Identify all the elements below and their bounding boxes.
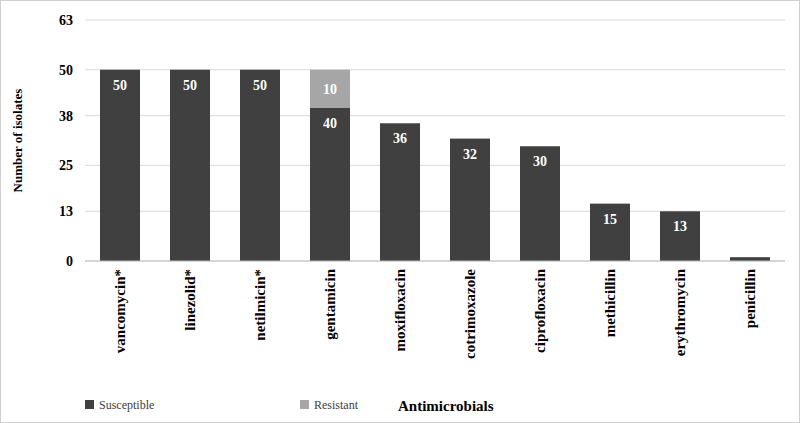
bar [240,70,280,261]
y-tick-label: 25 [59,158,73,173]
data-label: 40 [323,116,337,131]
x-axis-title: Antimicrobials [398,398,494,414]
data-labels: 50 50 50 40 36 32 30 15 13 10 [113,78,687,235]
bar [170,70,210,261]
bar [660,211,700,261]
data-label: 15 [603,212,617,227]
bar [590,204,630,261]
bar [310,108,350,261]
y-axis-title: Number of isolates [10,89,25,193]
y-tick-label: 63 [59,13,73,28]
bar [730,257,770,261]
bar [100,70,140,261]
bar [520,146,560,261]
legend-label: Susceptible [99,398,154,412]
x-tick-label: cotrimoxazole [462,269,478,359]
grid-line [85,20,785,21]
data-label: 32 [463,147,477,162]
x-tick-label: erythromycin [672,268,688,356]
frame [1,1,800,423]
bar [380,123,420,261]
x-tick-label: ciprofloxacin [532,268,548,353]
x-tick-label: gentamicin [322,268,338,339]
x-axis [85,261,785,262]
y-tick-label: 50 [59,63,73,78]
x-tick-label: methicillin [602,268,618,337]
data-label: 50 [183,78,197,93]
data-label: 13 [673,219,687,234]
legend-label: Resistant [314,398,359,412]
y-tick-label: 13 [59,204,73,219]
bars [100,70,770,261]
data-label: 50 [253,78,267,93]
data-label: 50 [113,78,127,93]
x-tick-label: linezolid* [182,269,198,331]
x-tick-label: vancomycin* [112,269,128,353]
x-tick-label: moxifloxacin [392,268,408,351]
data-label: 36 [393,131,407,146]
data-label: 10 [323,82,337,97]
bar [450,139,490,261]
legend-swatch [85,400,94,409]
y-tick-label: 38 [59,109,73,124]
y-tick-label: 0 [66,254,73,269]
bar [310,70,350,108]
chart: 0 13 25 38 50 63 50 50 50 40 36 32 30 15 13 10 vancomyci… [0,0,800,423]
x-tick-label: netilmicin* [252,269,268,341]
grid-line [85,261,785,262]
legend-swatch [300,400,309,409]
x-tick-label: penicillin [742,268,758,328]
data-label: 30 [533,154,547,169]
